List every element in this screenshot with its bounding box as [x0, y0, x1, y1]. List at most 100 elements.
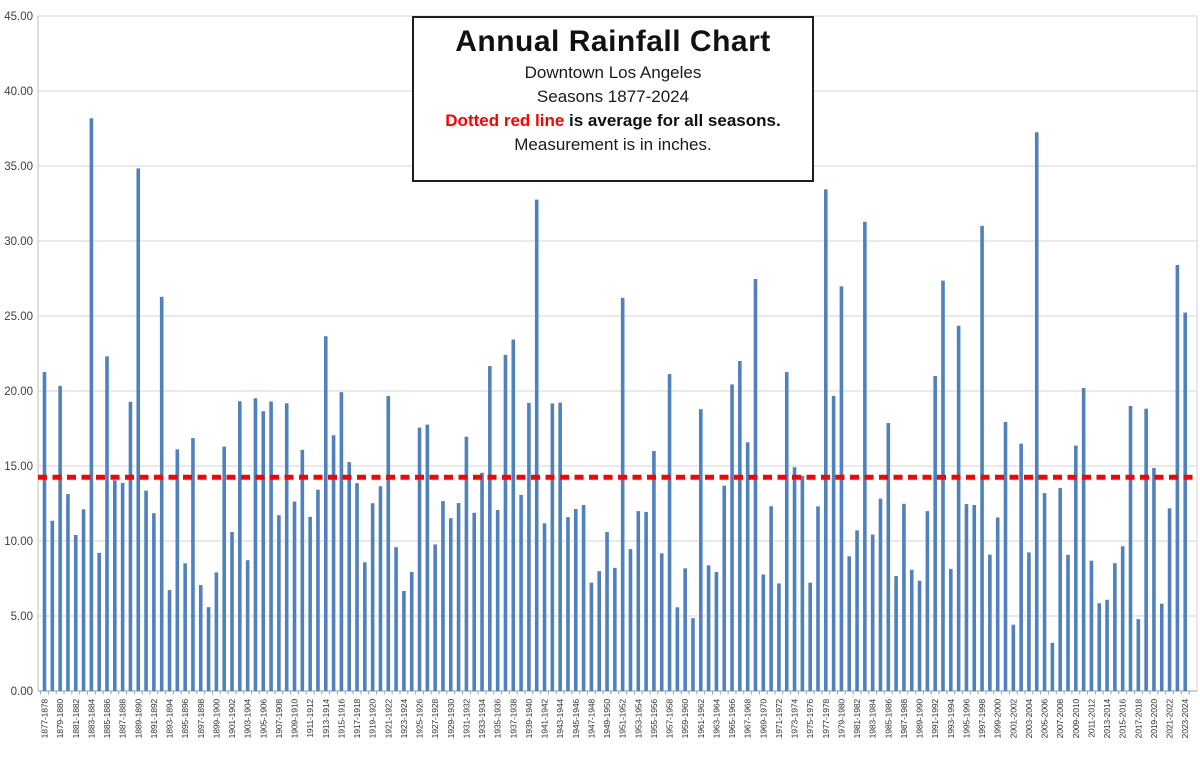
x-tick-label: 1993-1994 — [946, 699, 956, 739]
x-tick-label: 1997-1998 — [977, 699, 987, 739]
rainfall-bar — [1120, 546, 1125, 691]
rainfall-bar — [159, 296, 164, 691]
rainfall-bar — [831, 395, 836, 691]
chart-title: Annual Rainfall Chart — [455, 25, 771, 58]
rainfall-bar — [1089, 560, 1094, 691]
x-tick-label: 1889-1890 — [133, 699, 143, 739]
rainfall-bar — [519, 494, 523, 691]
rainfall-bar — [722, 485, 727, 691]
x-tick-label: 2023-2024 — [1180, 699, 1190, 739]
rainfall-bar — [89, 118, 94, 692]
x-tick-label: 2003-2004 — [1024, 699, 1034, 739]
rainfall-bar — [706, 565, 711, 691]
rainfall-bar — [683, 568, 687, 691]
x-tick-label: 1881-1882 — [71, 699, 81, 739]
x-tick-label: 1921-1922 — [383, 699, 393, 739]
rainfall-bar — [816, 506, 820, 691]
rainfall-bar — [667, 374, 672, 691]
x-tick-label: 1933-1934 — [477, 699, 487, 739]
rainfall-bar — [941, 280, 945, 691]
y-tick-label: 10.00 — [4, 536, 33, 548]
rainfall-bar — [1050, 642, 1055, 691]
x-axis-ticks — [40, 691, 1190, 695]
rainfall-bar — [980, 225, 984, 691]
x-tick-label: 1961-1962 — [696, 699, 706, 739]
rainfall-bar — [730, 384, 734, 691]
x-tick-label: 1985-1986 — [883, 699, 893, 739]
x-tick-label: 1945-1946 — [571, 699, 581, 739]
rainfall-bar — [527, 402, 531, 691]
rainfall-bar — [81, 509, 86, 691]
rainfall-bar — [1128, 406, 1133, 691]
rainfall-bar — [784, 372, 789, 691]
x-tick-label: 1899-1900 — [211, 699, 221, 739]
rainfall-bar — [847, 556, 852, 691]
x-tick-label: 1903-1904 — [243, 699, 253, 739]
rainfall-bar — [378, 486, 383, 691]
rainfall-bar — [769, 506, 773, 691]
rainfall-bar — [175, 449, 180, 691]
x-tick-label: 1975-1976 — [805, 699, 815, 739]
rainfall-bar — [316, 489, 320, 691]
rainfall-bar — [550, 403, 555, 691]
x-tick-label: 1879-1880 — [55, 699, 65, 739]
x-tick-label: 1973-1974 — [790, 699, 800, 739]
chart-average-legend: Dotted red line is average for all seaso… — [414, 111, 812, 131]
x-tick-label: 1951-1952 — [618, 699, 628, 739]
rainfall-bar — [613, 567, 617, 691]
rainfall-bar — [277, 515, 281, 691]
rainfall-bar — [323, 336, 328, 691]
rainfall-bar — [902, 503, 906, 691]
x-tick-label: 1971-1972 — [774, 699, 784, 739]
rainfall-bar — [589, 582, 594, 691]
y-tick-label: 40.00 — [4, 86, 33, 98]
x-tick-label: 2013-2014 — [1102, 699, 1112, 739]
x-tick-label: 2017-2018 — [1133, 699, 1143, 739]
rainfall-bar — [292, 501, 297, 691]
rainfall-bar — [534, 199, 539, 691]
rainfall-bar — [1034, 132, 1039, 691]
x-tick-label: 1907-1908 — [274, 699, 284, 739]
rainfall-bar — [573, 509, 578, 691]
rainfall-bar — [1081, 388, 1086, 691]
x-tick-label: 1947-1948 — [586, 699, 596, 739]
rainfall-bar — [839, 286, 844, 691]
x-tick-label: 1953-1954 — [633, 699, 643, 739]
rainfall-bar — [394, 547, 398, 691]
rainfall-bar — [542, 523, 547, 691]
y-tick-label: 0.00 — [11, 686, 33, 698]
rainfall-bars — [42, 118, 1187, 692]
rainfall-bar — [1066, 554, 1070, 691]
x-tick-label: 1965-1966 — [727, 699, 737, 739]
rainfall-bar — [105, 356, 109, 691]
x-tick-label: 1883-1884 — [86, 699, 96, 739]
rainfall-bar — [1019, 443, 1023, 691]
x-tick-label: 1987-1988 — [899, 699, 909, 739]
rainfall-bar — [558, 402, 562, 691]
rainfall-bar — [1183, 312, 1187, 691]
y-tick-label: 30.00 — [4, 236, 33, 248]
rainfall-bar — [284, 403, 289, 691]
rainfall-bar — [480, 472, 484, 691]
rainfall-bar — [1027, 552, 1031, 691]
rainfall-bar — [605, 532, 609, 691]
rainfall-bar — [870, 534, 875, 691]
x-axis-labels: 1877-1878 1879-1880 1881-1882 1883-1884 1885… — [40, 699, 1191, 739]
rainfall-bar — [331, 435, 336, 691]
x-tick-label: 1909-1910 — [290, 699, 300, 739]
rainfall-bar — [417, 427, 422, 691]
rainfall-bar — [753, 278, 758, 691]
x-tick-label: 1917-1918 — [352, 699, 362, 739]
rainfall-bar — [503, 354, 508, 691]
rainfall-bar — [628, 549, 633, 691]
x-tick-label: 1991-1992 — [930, 699, 940, 739]
x-tick-label: 1925-1926 — [415, 699, 425, 739]
x-tick-label: 1915-1916 — [336, 699, 346, 739]
rainfall-bar — [441, 501, 445, 691]
rainfall-bar — [386, 396, 391, 691]
x-tick-label: 2005-2006 — [1040, 699, 1050, 739]
x-tick-label: 1887-1888 — [118, 699, 128, 739]
rainfall-bar — [97, 552, 101, 691]
